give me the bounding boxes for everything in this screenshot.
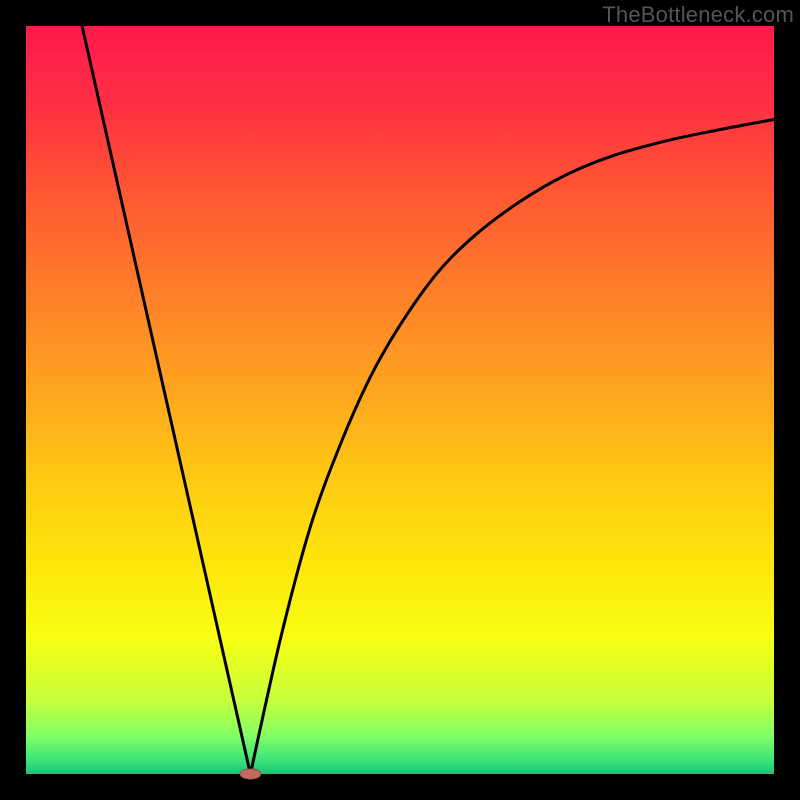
optimum-marker — [240, 769, 261, 779]
plot-background-gradient — [26, 26, 774, 774]
chart-container: TheBottleneck.com — [0, 0, 800, 800]
chart-svg — [0, 0, 800, 800]
